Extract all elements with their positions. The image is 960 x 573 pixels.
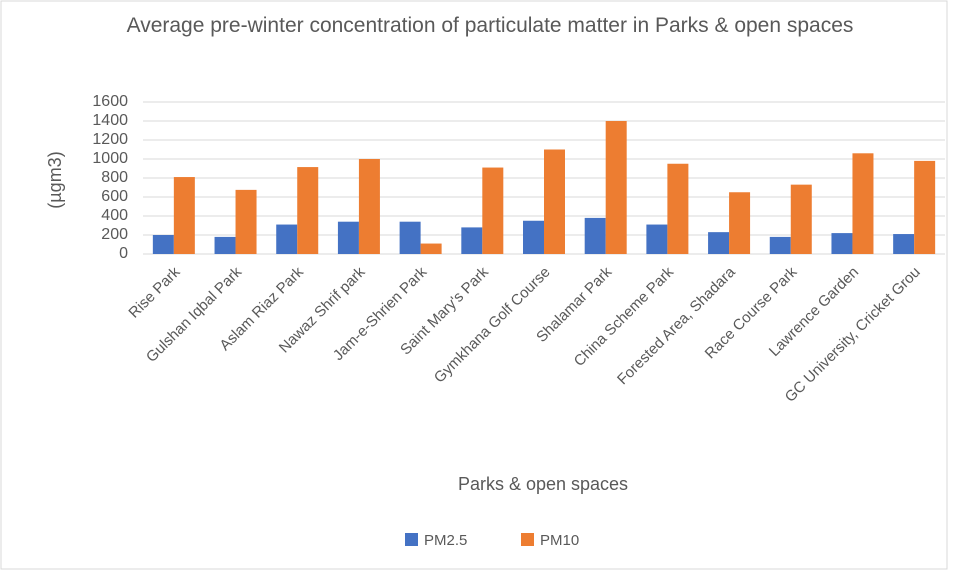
bar <box>337 221 359 254</box>
y-tick-label: 800 <box>101 169 128 186</box>
bar <box>729 192 751 254</box>
y-tick-label: 1200 <box>92 131 128 148</box>
bar <box>214 236 236 254</box>
bar <box>297 167 319 254</box>
bar <box>852 153 874 254</box>
y-tick-label: 1400 <box>92 112 128 129</box>
bar <box>893 234 915 254</box>
y-tick-label: 400 <box>101 207 128 224</box>
bar <box>235 189 257 254</box>
bar <box>914 160 936 254</box>
legend-swatch <box>405 533 418 546</box>
x-axis-label: Parks & open spaces <box>458 474 628 494</box>
chart-title: Average pre-winter concentration of part… <box>126 14 854 37</box>
x-tick-label: Rise Park <box>125 263 183 321</box>
bar <box>358 159 380 254</box>
bar <box>461 227 483 254</box>
bar <box>482 167 504 254</box>
bar <box>769 236 791 254</box>
x-tick-label: Gymkhana Golf Course <box>431 264 554 387</box>
bar <box>173 177 195 254</box>
y-tick-label: 200 <box>101 226 128 243</box>
bar <box>646 224 668 254</box>
bar <box>667 163 689 254</box>
bar <box>790 184 812 254</box>
bar <box>605 121 627 254</box>
y-tick-label: 600 <box>101 188 128 205</box>
bar <box>420 243 442 254</box>
legend-swatch <box>521 533 534 546</box>
bar <box>152 235 174 254</box>
legend-label: PM10 <box>540 532 579 549</box>
y-axis-label: (µgm3) <box>45 151 65 208</box>
legend-label: PM2.5 <box>424 532 467 549</box>
bar <box>544 149 565 254</box>
bar <box>831 233 853 254</box>
y-tick-label: 0 <box>119 245 128 262</box>
x-tick-label: Forested Area, Shadara <box>614 263 739 388</box>
bar <box>276 224 298 254</box>
bar <box>708 232 730 254</box>
bar <box>523 220 544 254</box>
y-tick-label: 1000 <box>92 150 128 167</box>
bar <box>399 221 421 254</box>
bar <box>584 217 606 254</box>
y-tick-label: 1600 <box>92 93 128 110</box>
